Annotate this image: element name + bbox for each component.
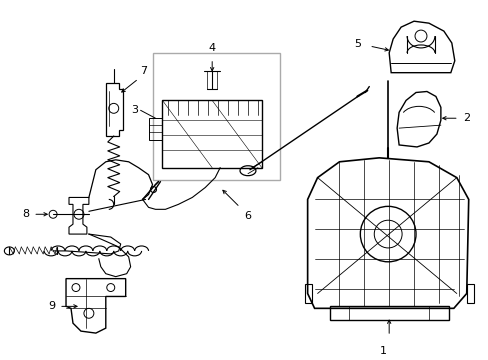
Text: 8: 8 [22,209,29,219]
Text: 2: 2 [462,113,469,123]
Text: 6: 6 [244,211,250,221]
Bar [152,53,279,180]
Text: 1: 1 [379,346,386,356]
Text: 9: 9 [48,301,55,311]
Text: 4: 4 [208,43,215,53]
Text: 3: 3 [131,105,138,115]
Text: 5: 5 [354,39,361,49]
Text: 7: 7 [141,66,147,76]
